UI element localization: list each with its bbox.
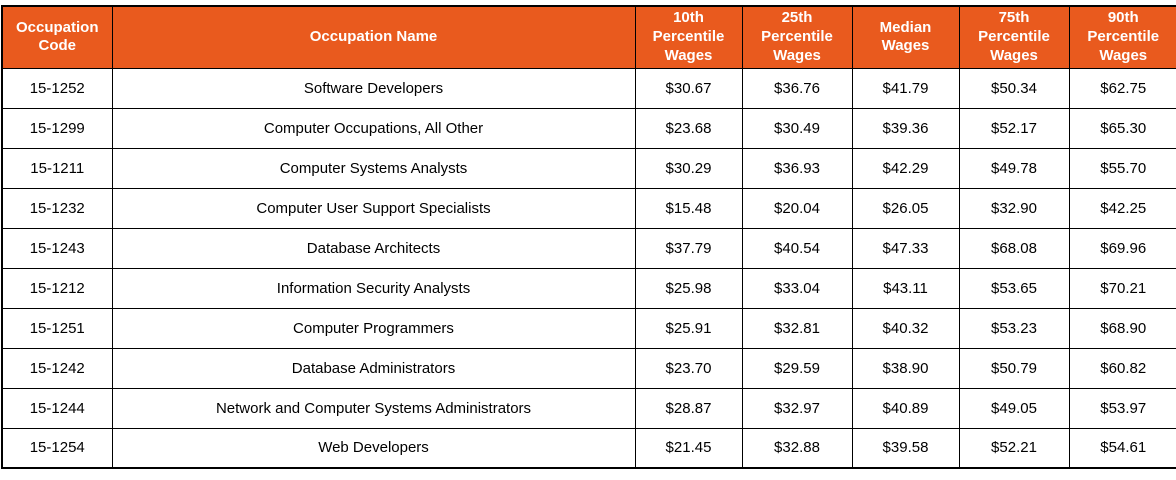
cell-occupation-code: 15-1252 — [1, 67, 113, 109]
cell-occupation-name: Computer Programmers — [111, 307, 636, 349]
cell-p90-wages: $42.25 — [1068, 187, 1176, 229]
cell-p10-wages: $15.48 — [634, 187, 743, 229]
cell-occupation-code: 15-1212 — [1, 267, 113, 309]
cell-p25-wages: $32.88 — [741, 427, 853, 469]
cell-p25-wages: $20.04 — [741, 187, 853, 229]
cell-p25-wages: $40.54 — [741, 227, 853, 269]
table-row: 15-1243 Database Architects $37.79 $40.54 $4… — [1, 227, 1176, 269]
cell-p10-wages: $25.98 — [634, 267, 743, 309]
cell-p10-wages: $23.70 — [634, 347, 743, 389]
cell-median-wages: $38.90 — [851, 347, 960, 389]
cell-p90-wages: $53.97 — [1068, 387, 1176, 429]
cell-occupation-name: Computer Systems Analysts — [111, 147, 636, 189]
column-header-median-wages: Median Wages — [851, 5, 960, 69]
cell-occupation-code: 15-1242 — [1, 347, 113, 389]
column-header-p75-wages: 75th Percentile Wages — [958, 5, 1070, 69]
occupation-wages-table: Occupation Code Occupation Name 10th Perce… — [1, 5, 1176, 469]
cell-p10-wages: $28.87 — [634, 387, 743, 429]
table-row: 15-1211 Computer Systems Analysts $30.29 $3… — [1, 147, 1176, 189]
table-row: 15-1212 Information Security Analysts $25.… — [1, 267, 1176, 309]
cell-occupation-name: Database Architects — [111, 227, 636, 269]
table-row: 15-1254 Web Developers $21.45 $32.88 $39.58 $… — [1, 427, 1176, 469]
cell-p75-wages: $52.21 — [958, 427, 1070, 469]
table-row: 15-1244 Network and Computer Systems Admi… — [1, 387, 1176, 429]
cell-median-wages: $40.89 — [851, 387, 960, 429]
cell-median-wages: $26.05 — [851, 187, 960, 229]
table-row: 15-1252 Software Developers $30.67 $36.76 $4… — [1, 67, 1176, 109]
cell-p90-wages: $62.75 — [1068, 67, 1176, 109]
table-body: 15-1252 Software Developers $30.67 $36.76 $4… — [1, 67, 1176, 469]
cell-p25-wages: $33.04 — [741, 267, 853, 309]
cell-p75-wages: $49.78 — [958, 147, 1070, 189]
cell-occupation-name: Computer User Support Specialists — [111, 187, 636, 229]
cell-p75-wages: $68.08 — [958, 227, 1070, 269]
cell-p10-wages: $21.45 — [634, 427, 743, 469]
cell-occupation-code: 15-1211 — [1, 147, 113, 189]
cell-p90-wages: $60.82 — [1068, 347, 1176, 389]
cell-occupation-name: Web Developers — [111, 427, 636, 469]
cell-median-wages: $42.29 — [851, 147, 960, 189]
table-row: 15-1232 Computer User Support Specialists… — [1, 187, 1176, 229]
cell-median-wages: $40.32 — [851, 307, 960, 349]
cell-p90-wages: $70.21 — [1068, 267, 1176, 309]
cell-p10-wages: $23.68 — [634, 107, 743, 149]
cell-p90-wages: $65.30 — [1068, 107, 1176, 149]
cell-p25-wages: $36.76 — [741, 67, 853, 109]
cell-p75-wages: $53.23 — [958, 307, 1070, 349]
column-header-p90-wages: 90th Percentile Wages — [1068, 5, 1176, 69]
cell-occupation-name: Software Developers — [111, 67, 636, 109]
table-header: Occupation Code Occupation Name 10th Perce… — [1, 5, 1176, 69]
cell-median-wages: $47.33 — [851, 227, 960, 269]
cell-occupation-code: 15-1299 — [1, 107, 113, 149]
cell-occupation-name: Database Administrators — [111, 347, 636, 389]
cell-occupation-name: Information Security Analysts — [111, 267, 636, 309]
cell-p25-wages: $32.81 — [741, 307, 853, 349]
table-row: 15-1242 Database Administrators $23.70 $29.… — [1, 347, 1176, 389]
cell-p90-wages: $55.70 — [1068, 147, 1176, 189]
table-row: 15-1299 Computer Occupations, All Other $2… — [1, 107, 1176, 149]
cell-p75-wages: $52.17 — [958, 107, 1070, 149]
cell-occupation-code: 15-1243 — [1, 227, 113, 269]
cell-p75-wages: $50.34 — [958, 67, 1070, 109]
cell-p10-wages: $30.67 — [634, 67, 743, 109]
cell-occupation-code: 15-1244 — [1, 387, 113, 429]
table-header-row: Occupation Code Occupation Name 10th Perce… — [1, 5, 1176, 69]
cell-p25-wages: $36.93 — [741, 147, 853, 189]
cell-p25-wages: $32.97 — [741, 387, 853, 429]
cell-p25-wages: $29.59 — [741, 347, 853, 389]
cell-p25-wages: $30.49 — [741, 107, 853, 149]
cell-p75-wages: $53.65 — [958, 267, 1070, 309]
cell-p90-wages: $54.61 — [1068, 427, 1176, 469]
column-header-occupation-code: Occupation Code — [1, 5, 113, 69]
cell-median-wages: $43.11 — [851, 267, 960, 309]
cell-p75-wages: $50.79 — [958, 347, 1070, 389]
cell-p90-wages: $68.90 — [1068, 307, 1176, 349]
cell-p10-wages: $25.91 — [634, 307, 743, 349]
cell-occupation-name: Network and Computer Systems Administrat… — [111, 387, 636, 429]
cell-p75-wages: $32.90 — [958, 187, 1070, 229]
cell-p10-wages: $37.79 — [634, 227, 743, 269]
cell-occupation-name: Computer Occupations, All Other — [111, 107, 636, 149]
cell-p75-wages: $49.05 — [958, 387, 1070, 429]
cell-occupation-code: 15-1232 — [1, 187, 113, 229]
cell-median-wages: $39.58 — [851, 427, 960, 469]
column-header-p25-wages: 25th Percentile Wages — [741, 5, 853, 69]
cell-median-wages: $41.79 — [851, 67, 960, 109]
cell-p10-wages: $30.29 — [634, 147, 743, 189]
cell-occupation-code: 15-1254 — [1, 427, 113, 469]
column-header-p10-wages: 10th Percentile Wages — [634, 5, 743, 69]
cell-occupation-code: 15-1251 — [1, 307, 113, 349]
cell-p90-wages: $69.96 — [1068, 227, 1176, 269]
column-header-occupation-name: Occupation Name — [111, 5, 636, 69]
table-row: 15-1251 Computer Programmers $25.91 $32.81 $… — [1, 307, 1176, 349]
cell-median-wages: $39.36 — [851, 107, 960, 149]
